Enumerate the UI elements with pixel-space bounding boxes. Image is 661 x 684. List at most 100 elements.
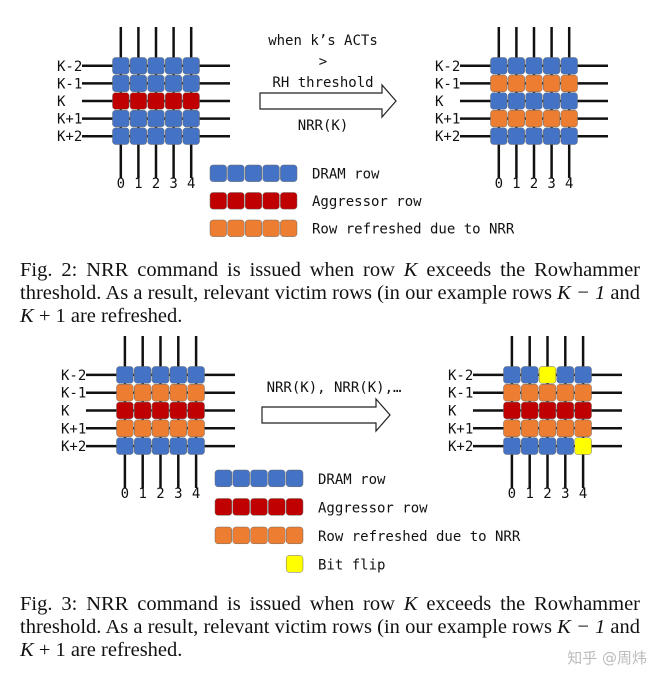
refreshed-cell — [507, 74, 525, 92]
legend-swatch-aggressor-cell — [250, 498, 268, 516]
row-label: K-2 — [57, 59, 82, 75]
row-label: K+1 — [61, 421, 86, 437]
legend-swatch-dram-cell — [209, 164, 227, 182]
refreshed-cell — [556, 419, 574, 437]
row-label: K+2 — [57, 129, 82, 145]
row-label: K+2 — [448, 439, 473, 455]
legend-swatch-dram-cell — [268, 469, 286, 488]
dram-cell — [134, 437, 152, 455]
dram-cell — [151, 437, 170, 455]
dram-cell — [129, 127, 147, 145]
caption-text: K — [403, 593, 418, 615]
legend-swatch-aggressor-cell — [209, 192, 227, 210]
legend-label: DRAM row — [312, 167, 380, 183]
legend-swatch-dram-cell — [280, 164, 298, 182]
arrow-condition-text: > — [319, 54, 327, 70]
legend-swatch-refreshed-cell — [214, 526, 233, 545]
dram-cell — [112, 110, 130, 128]
dram-cell — [543, 92, 561, 110]
row-label: K-1 — [61, 386, 86, 402]
refreshed-cell — [560, 74, 578, 92]
aggressor-cell — [182, 92, 200, 110]
legend-swatch-aggressor-cell — [214, 498, 233, 516]
legend-swatch-refreshed-cell — [227, 219, 245, 237]
caption-text: K — [403, 259, 418, 281]
refreshed-cell — [134, 384, 152, 402]
legend-swatch-refreshed-cell — [268, 526, 286, 545]
aggressor-cell — [151, 401, 170, 420]
row-label: K-2 — [448, 368, 473, 384]
dram-cell — [182, 110, 200, 128]
refreshed-cell — [490, 74, 508, 92]
row-label: K+1 — [435, 112, 460, 128]
aggressor-cell — [503, 401, 521, 420]
dram-cell — [543, 127, 561, 145]
row-label: K — [435, 94, 444, 110]
bitflip-cell — [538, 366, 557, 384]
caption-text: Fig. 3: NRR command is issued when row — [20, 593, 404, 615]
dram-cell — [560, 127, 578, 145]
legend-swatch-aggressor-cell — [285, 498, 304, 516]
dram-cell — [543, 57, 561, 75]
dram-cell — [521, 437, 539, 455]
caption-text: and — [605, 616, 640, 638]
legend-swatch-aggressor-cell — [232, 498, 250, 516]
aggressor-cell — [169, 401, 187, 420]
column-label: 2 — [152, 176, 160, 192]
dram-cell — [507, 57, 525, 75]
refreshed-cell — [556, 384, 574, 402]
row-label: K — [57, 94, 66, 110]
dram-cell — [560, 57, 578, 75]
legend-label: Row refreshed due to NRR — [318, 529, 521, 545]
aggressor-cell — [187, 401, 205, 420]
dram-cell — [112, 127, 130, 145]
aggressor-cell — [116, 401, 134, 420]
refreshed-cell — [538, 384, 557, 402]
row-label: K+1 — [448, 421, 473, 437]
figure-2-caption: Fig. 2: NRR command is issued when row K… — [20, 259, 640, 328]
arrow-command-text: NRR(K), NRR(K),… — [267, 380, 402, 396]
caption-text: K − 1 — [557, 282, 606, 304]
column-label: 3 — [169, 176, 177, 192]
refreshed-cell — [134, 419, 152, 437]
dram-cell — [182, 74, 200, 92]
fig3-arrow — [261, 397, 391, 433]
dram-cell — [556, 366, 574, 384]
dram-cell — [574, 366, 592, 384]
refreshed-cell — [521, 419, 539, 437]
legend-swatch-aggressor-cell — [244, 192, 263, 210]
column-label: 3 — [561, 486, 569, 502]
aggressor-cell — [538, 401, 557, 420]
caption-text: K — [20, 305, 34, 327]
dram-cell — [538, 437, 557, 455]
column-label: 2 — [156, 486, 164, 502]
dram-cell — [112, 74, 130, 92]
legend-swatch-dram-cell — [244, 164, 263, 182]
column-label: 0 — [117, 176, 125, 192]
dram-cell — [187, 437, 205, 455]
caption-text: K − 1 — [557, 616, 606, 638]
row-label: K-2 — [435, 59, 460, 75]
legend-label: DRAM row — [318, 472, 386, 488]
caption-text: Fig. 2: NRR command is issued when row — [20, 259, 404, 281]
row-label: K+1 — [57, 112, 82, 128]
dram-cell — [129, 57, 147, 75]
refreshed-cell — [574, 419, 592, 437]
caption-text: K — [20, 639, 34, 661]
refreshed-cell — [503, 419, 521, 437]
row-label: K-2 — [61, 368, 86, 384]
dram-cell — [165, 110, 183, 128]
refreshed-cell — [169, 419, 187, 437]
dram-cell — [129, 110, 147, 128]
dram-cell — [525, 57, 543, 75]
dram-cell — [165, 74, 183, 92]
row-label: K — [61, 404, 70, 420]
arrow-condition-text: RH threshold — [272, 75, 373, 91]
legend-swatch-dram-cell — [232, 469, 250, 488]
fig3-grid-after — [473, 336, 622, 488]
column-label: 0 — [121, 486, 129, 502]
refreshed-cell — [525, 74, 543, 92]
refreshed-cell — [574, 384, 592, 402]
dram-cell — [116, 437, 134, 455]
dram-cell — [151, 366, 170, 384]
